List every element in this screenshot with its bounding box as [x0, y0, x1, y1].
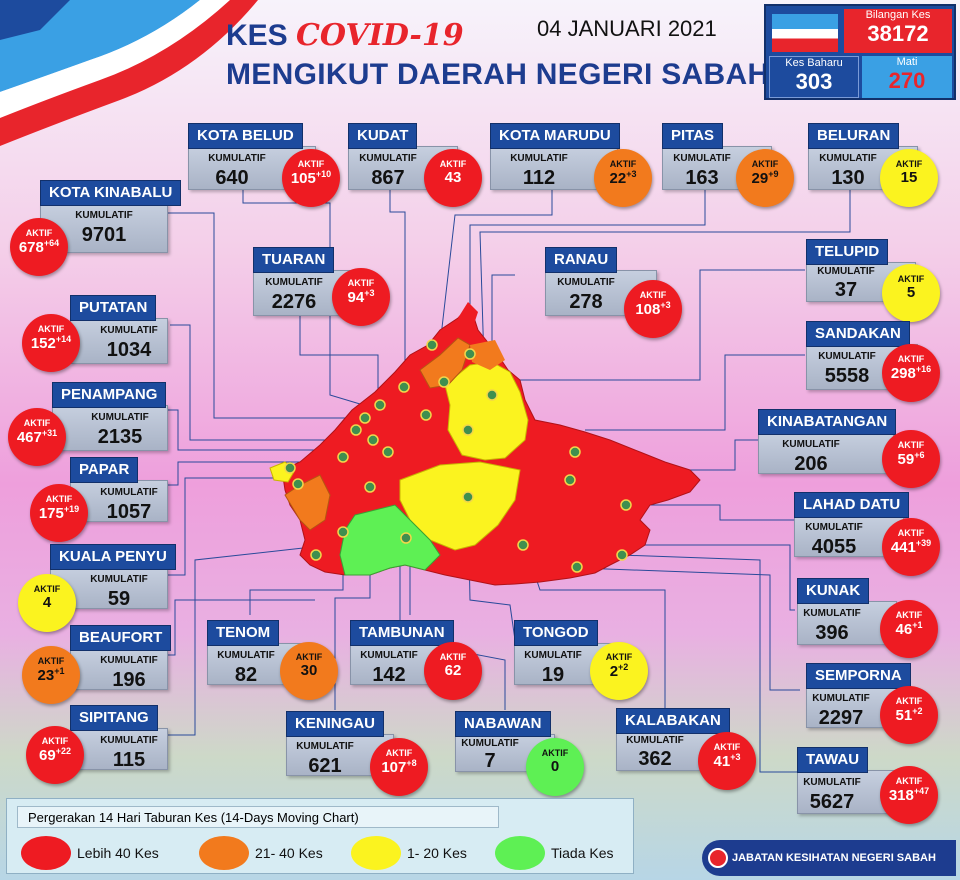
ministry-logo-icon — [708, 848, 728, 868]
sabah-flag — [0, 0, 260, 150]
aktif-badge-tambunan: AKTIF 62 — [424, 642, 482, 700]
aktif-badge-sipitang: AKTIF 69+22 — [26, 726, 84, 784]
aktif-badge-beaufort: AKTIF 23+1 — [22, 646, 80, 704]
footer-department: JABATAN KESIHATAN NEGERI SABAH — [702, 840, 956, 876]
total-cases: Bilangan Kes 38172 — [844, 9, 952, 53]
aktif-badge-penampang: AKTIF 467+31 — [8, 408, 66, 466]
legend-swatch — [199, 836, 249, 870]
covid-title: COVID-19 — [296, 18, 464, 53]
legend-swatch — [495, 836, 545, 870]
district-beaufort: BEAUFORT KUMULATIF 196 — [70, 625, 172, 691]
district-semporna: SEMPORNA KUMULATIF 2297 — [806, 663, 911, 729]
district-kota-marudu: KOTA MARUDU KUMULATIF 112 — [490, 123, 620, 190]
aktif-badge-keningau: AKTIF 107+8 — [370, 738, 428, 796]
district-tambunan: TAMBUNAN KUMULATIF 142 — [350, 620, 458, 686]
aktif-badge-tongod: AKTIF 2+2 — [590, 642, 648, 700]
aktif-badge-kota-marudu: AKTIF 22+3 — [594, 149, 652, 207]
aktif-badge-nabawan: AKTIF 0 — [526, 738, 584, 796]
district-tawau: TAWAU KUMULATIF 5627 — [797, 747, 897, 814]
district-kinabatangan: KINABATANGAN KUMULATIF 206 — [758, 409, 897, 475]
legend-swatch — [21, 836, 71, 870]
aktif-badge-semporna: AKTIF 51+2 — [880, 686, 938, 744]
mini-flag-icon — [772, 14, 838, 52]
deaths: Mati 270 — [862, 56, 952, 98]
aktif-badge-ranau: AKTIF 108+3 — [624, 280, 682, 338]
stats-panel: Bilangan Kes 38172 Kes Baharu 303 Mati 270 — [764, 4, 956, 100]
legend-title: Pergerakan 14 Hari Taburan Kes (14-Days … — [17, 806, 499, 828]
aktif-badge-pitas: AKTIF 29+9 — [736, 149, 794, 207]
aktif-badge-kunak: AKTIF 46+1 — [880, 600, 938, 658]
legend: Pergerakan 14 Hari Taburan Kes (14-Days … — [6, 798, 634, 874]
header-subtitle: MENGIKUT DAERAH NEGERI SABAH — [226, 58, 770, 91]
header-title: KES COVID-19 — [226, 18, 464, 53]
aktif-badge-sandakan: AKTIF 298+16 — [882, 344, 940, 402]
aktif-badge-beluran: AKTIF 15 — [880, 149, 938, 207]
report-date: 04 JANUARI 2021 — [537, 16, 717, 41]
new-cases: Kes Baharu 303 — [769, 56, 859, 98]
aktif-badge-kota-kinabalu: AKTIF 678+64 — [10, 218, 68, 276]
aktif-badge-tenom: AKTIF 30 — [280, 642, 338, 700]
district-putatan: PUTATAN KUMULATIF 1034 — [70, 295, 168, 364]
aktif-badge-telupid: AKTIF 5 — [882, 264, 940, 322]
aktif-badge-tuaran: AKTIF 94+3 — [332, 268, 390, 326]
aktif-badge-tawau: AKTIF 318+47 — [880, 766, 938, 824]
aktif-badge-kudat: AKTIF 43 — [424, 149, 482, 207]
aktif-badge-papar: AKTIF 175+19 — [30, 484, 88, 542]
aktif-badge-kalabakan: AKTIF 41+3 — [698, 732, 756, 790]
district-sipitang: SIPITANG KUMULATIF 115 — [70, 705, 168, 771]
aktif-badge-lahad-datu: AKTIF 441+39 — [882, 518, 940, 576]
district-beluran: BELURAN KUMULATIF 130 — [808, 123, 918, 190]
legend-swatch — [351, 836, 401, 870]
aktif-badge-kinabatangan: AKTIF 59+6 — [882, 430, 940, 488]
aktif-badge-putatan: AKTIF 152+14 — [22, 314, 80, 372]
district-penampang: PENAMPANG KUMULATIF 2135 — [52, 382, 168, 451]
aktif-badge-kota-belud: AKTIF 105+10 — [282, 149, 340, 207]
aktif-badge-kuala-penyu: AKTIF 4 — [18, 574, 76, 632]
